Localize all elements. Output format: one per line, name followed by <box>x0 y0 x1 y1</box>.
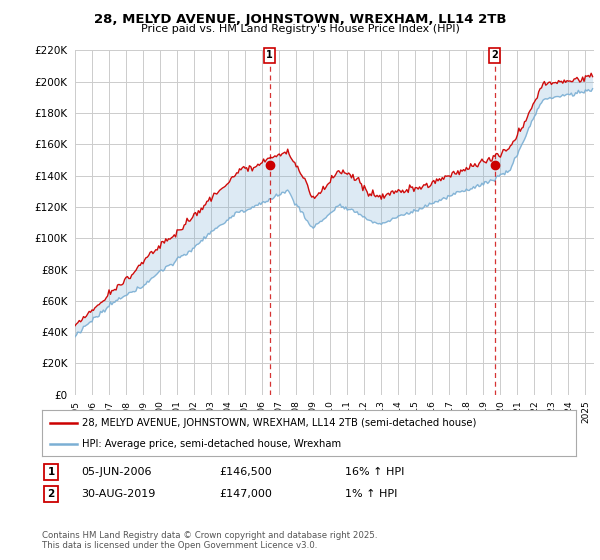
Text: 2: 2 <box>491 50 498 60</box>
Text: 28, MELYD AVENUE, JOHNSTOWN, WREXHAM, LL14 2TB (semi-detached house): 28, MELYD AVENUE, JOHNSTOWN, WREXHAM, LL… <box>82 418 476 428</box>
Text: 1: 1 <box>266 50 273 60</box>
Text: 1: 1 <box>47 467 55 477</box>
Text: HPI: Average price, semi-detached house, Wrexham: HPI: Average price, semi-detached house,… <box>82 439 341 449</box>
Text: Price paid vs. HM Land Registry's House Price Index (HPI): Price paid vs. HM Land Registry's House … <box>140 24 460 34</box>
Text: £146,500: £146,500 <box>219 467 272 477</box>
Text: 16% ↑ HPI: 16% ↑ HPI <box>345 467 404 477</box>
Text: 2: 2 <box>47 489 55 499</box>
Text: 30-AUG-2019: 30-AUG-2019 <box>81 489 155 499</box>
Text: 1% ↑ HPI: 1% ↑ HPI <box>345 489 397 499</box>
Text: £147,000: £147,000 <box>219 489 272 499</box>
Text: 05-JUN-2006: 05-JUN-2006 <box>81 467 151 477</box>
Text: 28, MELYD AVENUE, JOHNSTOWN, WREXHAM, LL14 2TB: 28, MELYD AVENUE, JOHNSTOWN, WREXHAM, LL… <box>94 13 506 26</box>
Text: Contains HM Land Registry data © Crown copyright and database right 2025.
This d: Contains HM Land Registry data © Crown c… <box>42 531 377 550</box>
